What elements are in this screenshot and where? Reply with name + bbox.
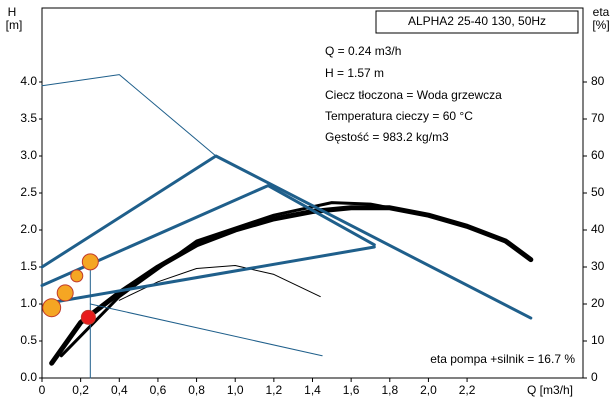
annotation: eta pompa +silnik = 16.7 %: [430, 352, 575, 366]
y-tick-label: 0.0: [20, 370, 37, 384]
info-line: Gęstość = 983.2 kg/m3: [325, 130, 449, 144]
y-tick-label: 1.0: [20, 296, 37, 310]
point: [70, 269, 84, 283]
y2-tick-label: 10: [591, 333, 605, 347]
point: [56, 284, 74, 302]
x-tick-label: 0,6: [150, 383, 167, 397]
curve: [59, 201, 392, 358]
y2-tick-label: 20: [591, 296, 605, 310]
point: [42, 298, 62, 318]
y-tick-label: 3.5: [20, 111, 37, 125]
y-label: H: [8, 5, 17, 19]
x-tick-label: 0,4: [111, 383, 128, 397]
curve: [41, 74, 217, 157]
y2-tick-label: 80: [591, 74, 605, 88]
info-line: H = 1.57 m: [325, 66, 384, 80]
curve: [50, 245, 376, 305]
y2-label: [%]: [592, 18, 609, 32]
y-tick-label: 2.5: [20, 185, 37, 199]
curve: [89, 303, 323, 357]
y-tick-label: 2.0: [20, 222, 37, 236]
y2-tick-label: 30: [591, 259, 605, 273]
x-tick-label: 0,2: [72, 383, 89, 397]
y-tick-label: 0.5: [20, 333, 37, 347]
x-tick-label: 1,4: [304, 383, 321, 397]
x-tick-label: 0,8: [188, 383, 205, 397]
y2-tick-label: 70: [591, 111, 605, 125]
y2-tick-label: 40: [591, 222, 605, 236]
x-tick-label: 1,6: [343, 383, 360, 397]
y2-tick-label: 60: [591, 148, 605, 162]
y-tick-label: 1.5: [20, 259, 37, 273]
y2-tick-label: 0: [591, 370, 598, 384]
curve: [40, 184, 376, 287]
info-line: Q = 0.24 m3/h: [325, 44, 401, 58]
x-tick-label: 2,2: [459, 383, 476, 397]
x-tick-label: 2,0: [420, 383, 437, 397]
x-tick-label: 0: [39, 383, 46, 397]
x-tick-label: 1,2: [266, 383, 283, 397]
info-line: Temperatura cieczy = 60 °C: [325, 109, 473, 123]
chart-title: ALPHA2 25-40 130, 50Hz: [408, 14, 546, 28]
plot-frame: [41, 7, 584, 379]
y-label: [m]: [6, 18, 23, 32]
point: [80, 309, 96, 325]
point: [81, 253, 99, 271]
y-tick-label: 3.0: [20, 148, 37, 162]
x-tick-label: 1,0: [227, 383, 244, 397]
y2-tick-label: 50: [591, 185, 605, 199]
title-box: [375, 10, 579, 34]
x-label: Q [m3/h]: [527, 383, 573, 397]
info-line: Ciecz tłoczona = Woda grzewcza: [325, 88, 502, 102]
y2-label: eta: [593, 5, 610, 19]
y-tick-label: 4.0: [20, 74, 37, 88]
x-tick-label: 1,8: [381, 383, 398, 397]
